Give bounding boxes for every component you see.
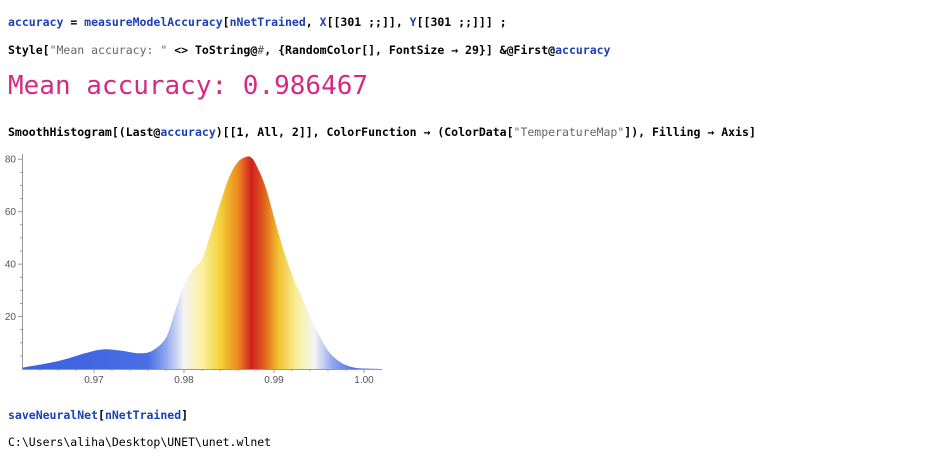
style-function: Style: [8, 43, 43, 57]
code-fragment: → 29}] &: [444, 43, 506, 57]
at-operator: @: [507, 43, 514, 57]
plot-area: 0.97 0.98 0.99 1.00 20 40 60 80: [5, 154, 382, 386]
density-area: [22, 156, 382, 369]
code-fragment: , {: [264, 43, 285, 57]
color-function-option: ColorFunction: [327, 125, 417, 139]
output-file-path: C:\Users\aliha\Desktop\UNET\unet.wlnet: [8, 435, 271, 449]
tostring-function: ToString: [195, 43, 250, 57]
comma: ,: [306, 15, 320, 29]
smooth-histogram-chart: 0.97 0.98 0.99 1.00 20 40 60 80: [0, 148, 400, 398]
accuracy-symbol: accuracy: [555, 43, 610, 57]
mean-string: "Mean accuracy: ": [50, 43, 168, 57]
y-tick-label: 20: [5, 312, 17, 323]
net-trained-symbol: nNetTrained: [230, 15, 306, 29]
code-fragment: ]: [749, 125, 756, 139]
x-index: [[301 ;;]]: [327, 15, 396, 29]
x-tick-label: 0.97: [84, 375, 104, 386]
x-symbol: X: [320, 15, 327, 29]
output-mean-accuracy: Mean accuracy: 0.986467: [8, 70, 368, 102]
input-cell-smooth-histogram[interactable]: SmoothHistogram[(Last@accuracy)[[1, All,…: [8, 125, 756, 139]
y-index: [[301 ;;]]: [417, 15, 486, 29]
code-fragment: [],: [361, 43, 389, 57]
save-net-function: saveNeuralNet: [8, 408, 98, 422]
last-function: Last: [126, 125, 154, 139]
input-cell-measure-accuracy[interactable]: accuracy = measureModelAccuracy[nNetTrai…: [8, 15, 507, 29]
first-function: First: [514, 43, 549, 57]
code-fragment: → (: [417, 125, 445, 139]
y-symbol: Y: [410, 15, 417, 29]
comma: ,: [396, 15, 410, 29]
color-data-function: ColorData: [444, 125, 506, 139]
filling-option: Filling: [652, 125, 700, 139]
accuracy-symbol: accuracy: [160, 125, 215, 139]
code-fragment: ]),: [624, 125, 652, 139]
y-tick-label: 40: [5, 260, 17, 271]
x-tick-label: 0.99: [264, 375, 284, 386]
random-color-function: RandomColor: [285, 43, 361, 57]
join-operator: <>: [167, 43, 195, 57]
accuracy-symbol: accuracy: [8, 15, 63, 29]
close-bracket: ] ;: [486, 15, 507, 29]
axis-symbol: Axis: [721, 125, 749, 139]
temperature-map-string: "TemperatureMap": [514, 125, 625, 139]
measure-accuracy-function: measureModelAccuracy: [84, 15, 222, 29]
equals-operator: =: [63, 15, 84, 29]
open-bracket: [: [98, 408, 105, 422]
net-trained-symbol: nNetTrained: [105, 408, 181, 422]
close-bracket: ]: [181, 408, 188, 422]
x-tick-label: 1.00: [354, 375, 374, 386]
code-fragment: )[[1, All, 2]],: [216, 125, 327, 139]
input-cell-style-mean[interactable]: Style["Mean accuracy: " <> ToString@#, {…: [8, 43, 610, 57]
smooth-histogram-function: SmoothHistogram: [8, 125, 112, 139]
x-tick-label: 0.98: [174, 375, 194, 386]
font-size-option: FontSize: [389, 43, 444, 57]
code-fragment: [: [507, 125, 514, 139]
input-cell-save-net[interactable]: saveNeuralNet[nNetTrained]: [8, 408, 188, 422]
code-fragment: →: [700, 125, 721, 139]
open-bracket: [: [43, 43, 50, 57]
code-fragment: [(: [112, 125, 126, 139]
y-tick-label: 60: [5, 207, 17, 218]
open-bracket: [: [223, 15, 230, 29]
y-tick-label: 80: [5, 155, 17, 166]
